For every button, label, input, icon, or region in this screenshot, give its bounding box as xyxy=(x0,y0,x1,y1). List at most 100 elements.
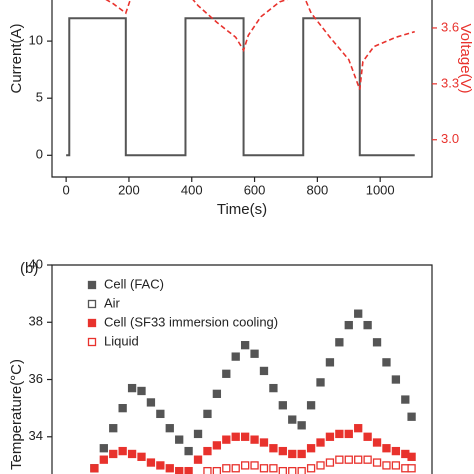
data-point xyxy=(127,383,137,393)
data-point xyxy=(316,461,325,470)
data-point xyxy=(297,466,306,474)
data-point xyxy=(278,446,287,456)
legend-label: Air xyxy=(104,295,121,310)
data-point xyxy=(382,461,391,470)
data-point xyxy=(156,461,165,470)
data-point xyxy=(259,438,269,447)
legend-marker xyxy=(87,280,97,290)
data-point xyxy=(316,438,325,447)
x-tick-label: 800 xyxy=(307,182,329,197)
data-point xyxy=(401,395,410,404)
data-point xyxy=(269,464,278,473)
y-tick-label: 0 xyxy=(36,147,43,162)
x-tick-label: 200 xyxy=(118,182,140,197)
data-point xyxy=(250,461,259,470)
data-point xyxy=(372,338,382,347)
data-point xyxy=(354,424,363,433)
data-point xyxy=(344,429,353,439)
data-point xyxy=(137,452,146,461)
data-point xyxy=(391,461,401,470)
data-point xyxy=(250,435,259,444)
data-point xyxy=(99,455,108,464)
data-point xyxy=(203,466,212,474)
plot-area xyxy=(90,309,416,474)
x-tick-label: 600 xyxy=(244,182,266,197)
y2-axis-label: Voltage(V) xyxy=(457,23,474,93)
data-point xyxy=(231,432,240,441)
data-point xyxy=(118,404,127,413)
x-tick-label: 1000 xyxy=(366,182,395,197)
data-point xyxy=(165,464,174,473)
panel-label: (b) xyxy=(20,260,38,277)
data-point xyxy=(297,449,306,459)
data-point xyxy=(109,424,118,433)
data-point xyxy=(391,375,401,384)
plot-area xyxy=(66,0,415,157)
data-point xyxy=(165,424,174,433)
data-point xyxy=(212,389,222,398)
data-point xyxy=(175,435,184,444)
data-point xyxy=(118,446,127,456)
data-point xyxy=(306,464,316,473)
data-point xyxy=(250,349,259,358)
y-tick-label: 36 xyxy=(29,371,43,386)
data-point xyxy=(363,455,372,464)
data-point xyxy=(325,432,335,441)
data-point xyxy=(269,383,278,393)
data-point xyxy=(306,444,316,453)
legend-marker xyxy=(87,337,97,347)
data-point xyxy=(391,446,401,456)
data-point xyxy=(344,455,353,464)
data-point xyxy=(146,458,156,467)
y-axis-label: Current(A) xyxy=(8,23,25,93)
axis-frame xyxy=(51,0,433,178)
y-tick-label: 34 xyxy=(29,428,43,443)
data-point xyxy=(344,320,353,330)
data-point xyxy=(288,466,297,474)
data-point xyxy=(222,369,231,378)
data-point xyxy=(184,466,193,474)
data-point xyxy=(325,358,335,367)
data-point xyxy=(354,455,363,464)
data-point xyxy=(363,432,372,441)
y2-tick-label: 3.0 xyxy=(441,131,459,146)
x-tick-label: 400 xyxy=(181,182,203,197)
data-point xyxy=(335,455,344,464)
current-line xyxy=(66,17,415,157)
legend-label: Liquid xyxy=(104,333,139,348)
x-axis-label: Time(s) xyxy=(217,201,267,218)
data-point xyxy=(99,444,108,453)
data-point xyxy=(231,464,240,473)
data-point xyxy=(288,415,297,424)
data-point xyxy=(372,438,382,447)
axis-frame xyxy=(51,264,433,474)
y2-tick-label: 3.3 xyxy=(441,75,459,90)
data-point xyxy=(146,398,156,407)
legend-label: Cell (SF33 immersion cooling) xyxy=(104,314,278,329)
y-axis-label: Temperature(°C) xyxy=(8,359,25,470)
data-point xyxy=(203,446,212,456)
data-point xyxy=(109,449,118,459)
data-point xyxy=(407,412,416,421)
data-point xyxy=(90,464,99,473)
data-point xyxy=(335,429,344,439)
data-point xyxy=(259,366,269,376)
data-point xyxy=(363,320,372,330)
data-point xyxy=(212,466,222,474)
voltage-line xyxy=(105,0,415,90)
data-point xyxy=(335,338,344,347)
data-point xyxy=(184,446,193,456)
y-tick-label: 5 xyxy=(36,90,43,105)
legend-marker xyxy=(87,318,97,328)
data-point xyxy=(240,432,250,441)
data-point xyxy=(316,378,325,387)
data-point xyxy=(156,409,165,419)
data-point xyxy=(297,421,306,430)
data-point xyxy=(407,452,416,461)
data-point xyxy=(240,341,250,350)
data-point xyxy=(325,458,335,467)
data-point xyxy=(212,441,222,450)
data-point xyxy=(259,464,269,473)
y-tick-label: 40 xyxy=(29,256,43,271)
